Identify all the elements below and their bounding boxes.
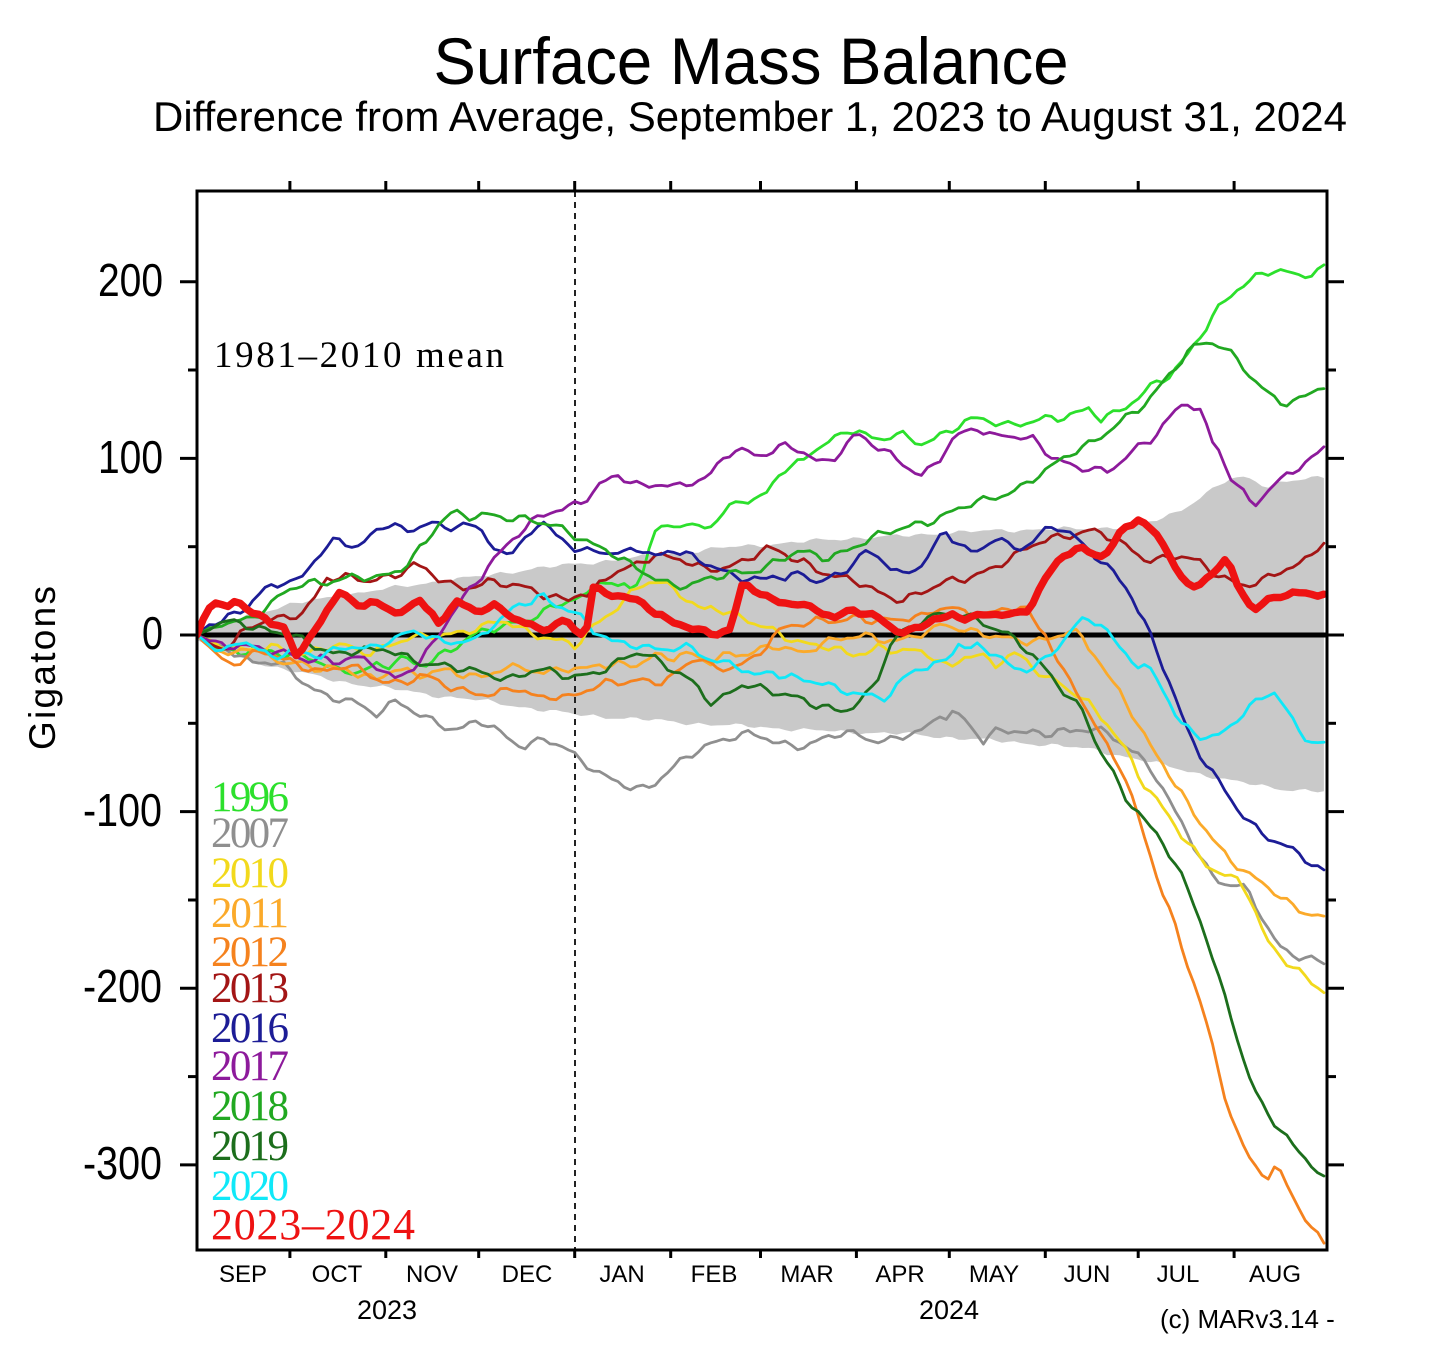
svg-text:2018: 2018 (211, 1083, 289, 1130)
svg-text:2011: 2011 (211, 890, 289, 937)
svg-text:JUN: JUN (1064, 1261, 1111, 1288)
svg-text:-100: -100 (83, 784, 162, 836)
svg-text:OCT: OCT (312, 1261, 363, 1288)
svg-text:-300: -300 (83, 1137, 162, 1189)
svg-text:JAN: JAN (599, 1261, 644, 1288)
svg-text:MAY: MAY (969, 1261, 1019, 1288)
svg-text:DEC: DEC (502, 1261, 553, 1288)
svg-text:(c) MARv3.14 -: (c) MARv3.14 - (1160, 1304, 1335, 1334)
svg-text:2013: 2013 (211, 965, 289, 1012)
svg-text:2007: 2007 (211, 810, 289, 857)
svg-text:Surface Mass Balance: Surface Mass Balance (434, 24, 1069, 98)
svg-text:200: 200 (98, 254, 163, 306)
svg-text:AUG: AUG (1249, 1261, 1301, 1288)
svg-text:Gigatons: Gigatons (22, 586, 63, 750)
svg-text:NOV: NOV (406, 1261, 458, 1288)
svg-text:1996: 1996 (211, 774, 289, 821)
svg-text:FEB: FEB (691, 1261, 738, 1288)
svg-text:0: 0 (142, 607, 163, 659)
svg-text:SEP: SEP (219, 1261, 267, 1288)
svg-text:-200: -200 (83, 960, 162, 1012)
svg-text:1981–2010 mean: 1981–2010 mean (214, 335, 504, 376)
svg-text:JUL: JUL (1157, 1261, 1200, 1288)
svg-text:2012: 2012 (211, 929, 289, 976)
svg-text:2023–2024: 2023–2024 (211, 1200, 415, 1249)
svg-text:100: 100 (98, 431, 163, 483)
svg-text:Difference from Average, Septe: Difference from Average, September 1, 20… (153, 93, 1347, 140)
svg-text:MAR: MAR (780, 1261, 833, 1288)
svg-text:2010: 2010 (211, 850, 289, 897)
svg-text:2023: 2023 (357, 1295, 417, 1325)
svg-text:2019: 2019 (211, 1123, 289, 1170)
svg-text:2020: 2020 (211, 1163, 289, 1210)
svg-text:2016: 2016 (211, 1005, 289, 1052)
svg-text:2017: 2017 (211, 1043, 289, 1090)
svg-text:APR: APR (875, 1261, 924, 1288)
svg-text:2024: 2024 (919, 1295, 979, 1325)
